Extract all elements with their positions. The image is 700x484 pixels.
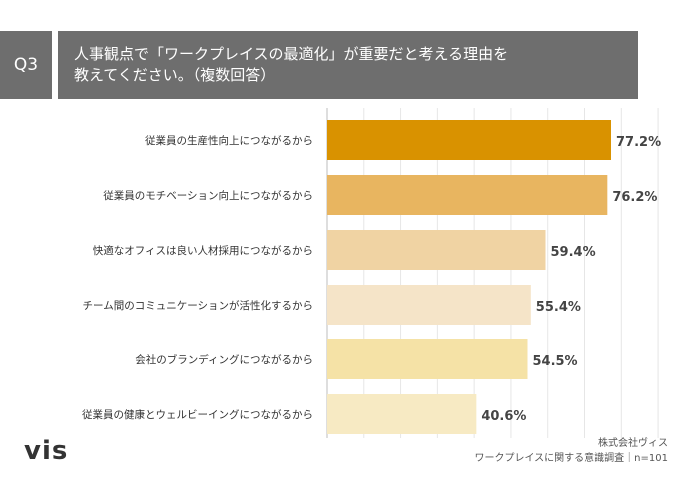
- value-label: 55.4%: [536, 300, 581, 315]
- value-label: 76.2%: [612, 190, 657, 205]
- value-label: 77.2%: [616, 135, 661, 150]
- question-number: Q3: [13, 55, 39, 75]
- bar: [327, 120, 611, 160]
- category-label: チーム間のコミュニケーションが活性化するから: [83, 299, 313, 312]
- bar: [327, 339, 528, 379]
- bar: [327, 285, 531, 325]
- category-label: 従業員の健康とウェルビーイングにつながるから: [82, 408, 313, 421]
- category-label: 快適なオフィスは良い人材採用につながるから: [93, 244, 313, 257]
- survey-caption: ワークプレイスに関する意識調査｜n=101: [474, 453, 668, 464]
- company-name: 株式会社ヴィス: [598, 438, 668, 449]
- bar: [327, 175, 608, 215]
- question-title-line-2: 教えてください。（複数回答）: [74, 66, 276, 84]
- company-logo: vis: [24, 436, 69, 466]
- question-number-badge: Q3: [0, 31, 52, 99]
- question-title-box: 人事観点で「ワークプレイスの最適化」が重要だと考える理由を 教えてください。（複…: [58, 31, 638, 99]
- category-label: 従業員のモチベーション向上につながるから: [103, 189, 313, 202]
- value-label: 54.5%: [532, 354, 577, 369]
- category-label: 会社のブランディングにつながるから: [135, 353, 313, 366]
- bar: [327, 394, 477, 434]
- question-title-line-1: 人事観点で「ワークプレイスの最適化」が重要だと考える理由を: [74, 45, 509, 63]
- value-label: 59.4%: [551, 245, 596, 260]
- value-label: 40.6%: [481, 409, 526, 424]
- bar: [327, 230, 546, 270]
- category-label: 従業員の生産性向上につながるから: [145, 134, 313, 147]
